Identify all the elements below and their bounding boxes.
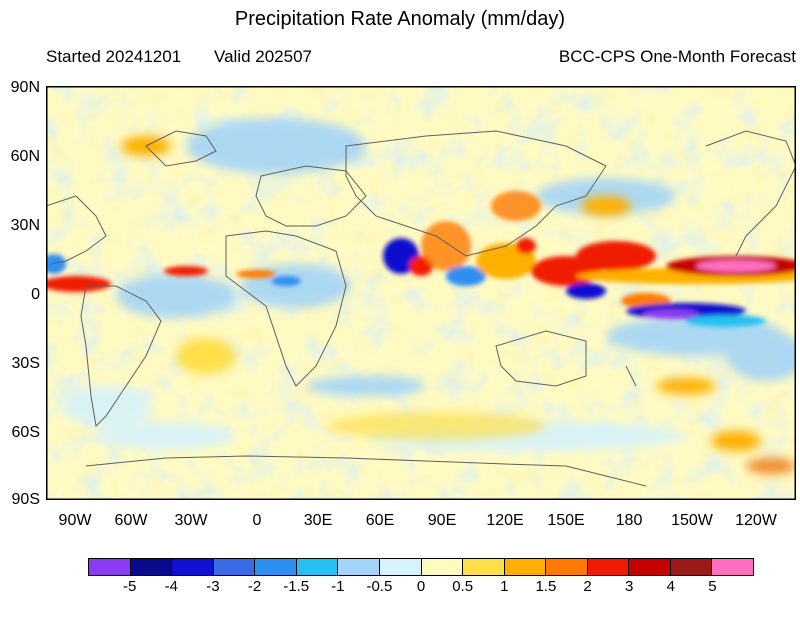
lat-label-60s: 60S bbox=[11, 424, 40, 441]
colorbar-swatch bbox=[463, 559, 505, 575]
colorbar-swatch bbox=[629, 559, 671, 575]
coastlines bbox=[46, 130, 796, 487]
lat-label-90n: 90N bbox=[10, 79, 40, 96]
colorbar-swatch bbox=[89, 559, 131, 575]
colorbar-tick-label: 2 bbox=[583, 578, 592, 595]
colorbar-tick-label: 3 bbox=[624, 578, 634, 595]
lon-label-0: 0 bbox=[252, 512, 262, 529]
colorbar-swatch bbox=[587, 559, 630, 575]
lon-label-120e: 120E bbox=[486, 512, 524, 529]
lon-label-90w: 90W bbox=[58, 512, 92, 529]
colorbar-tick-label: -1 bbox=[331, 578, 345, 595]
colorbar-tick-label: -2 bbox=[247, 578, 262, 595]
lat-label-0: 0 bbox=[31, 286, 40, 303]
colorbar-tick-label: -0.5 bbox=[366, 578, 393, 595]
lat-label-30n: 30N bbox=[10, 217, 40, 234]
colorbar-tick-label: 0.5 bbox=[452, 578, 474, 595]
colorbar bbox=[88, 558, 754, 576]
lat-label-90s: 90S bbox=[11, 491, 40, 508]
colorbar-swatch bbox=[255, 559, 297, 575]
colorbar-swatch bbox=[338, 559, 380, 575]
colorbar-swatch bbox=[504, 559, 547, 575]
forecast-source: BCC-CPS One-Month Forecast bbox=[558, 47, 796, 66]
colorbar-tick-label: 1.5 bbox=[535, 578, 557, 595]
lat-label-30s: 30S bbox=[11, 355, 40, 372]
colorbar-swatch bbox=[213, 559, 256, 575]
lon-label-90e: 90E bbox=[427, 512, 457, 529]
colorbar-swatch bbox=[172, 559, 214, 575]
colorbar-tick-label: 0 bbox=[416, 578, 426, 595]
colorbar-swatch bbox=[670, 559, 713, 575]
colorbar-swatch bbox=[379, 559, 422, 575]
lon-label-60e: 60E bbox=[365, 512, 395, 529]
lon-label-180: 180 bbox=[615, 512, 643, 529]
colorbar-tick-label: 1 bbox=[500, 578, 509, 595]
colorbar-swatch bbox=[130, 559, 173, 575]
equatorial-anomaly-band bbox=[46, 191, 796, 327]
lon-label-150w: 150W bbox=[671, 512, 713, 529]
map-border bbox=[46, 86, 796, 500]
colorbar-tick-label: -4 bbox=[164, 578, 178, 595]
colorbar-swatch bbox=[421, 559, 464, 575]
lon-label-60w: 60W bbox=[114, 512, 148, 529]
colorbar-tick-label: 5 bbox=[708, 578, 717, 595]
colorbar-swatch bbox=[546, 559, 588, 575]
colorbar-tick-label: -3 bbox=[206, 578, 220, 595]
lat-label-60n: 60N bbox=[10, 148, 40, 165]
lon-label-150e: 150E bbox=[547, 512, 585, 529]
colorbar-tick-label: -5 bbox=[122, 578, 137, 595]
colorbar-swatch bbox=[296, 559, 339, 575]
colorbar-tick-label: 4 bbox=[666, 578, 675, 595]
lon-label-30e: 30E bbox=[303, 512, 333, 529]
lon-label-30w: 30W bbox=[174, 512, 208, 529]
positive-anomaly-areas bbox=[121, 136, 796, 474]
colorbar-tick-label: -1.5 bbox=[283, 578, 310, 595]
anomaly-map bbox=[46, 86, 796, 500]
colorbar-swatch bbox=[712, 559, 753, 575]
valid-date: Valid 202507 bbox=[214, 47, 312, 66]
chart-title: Precipitation Rate Anomaly (mm/day) bbox=[234, 8, 566, 30]
start-date: Started 20241201 bbox=[46, 47, 182, 66]
lon-label-120w: 120W bbox=[735, 512, 777, 529]
